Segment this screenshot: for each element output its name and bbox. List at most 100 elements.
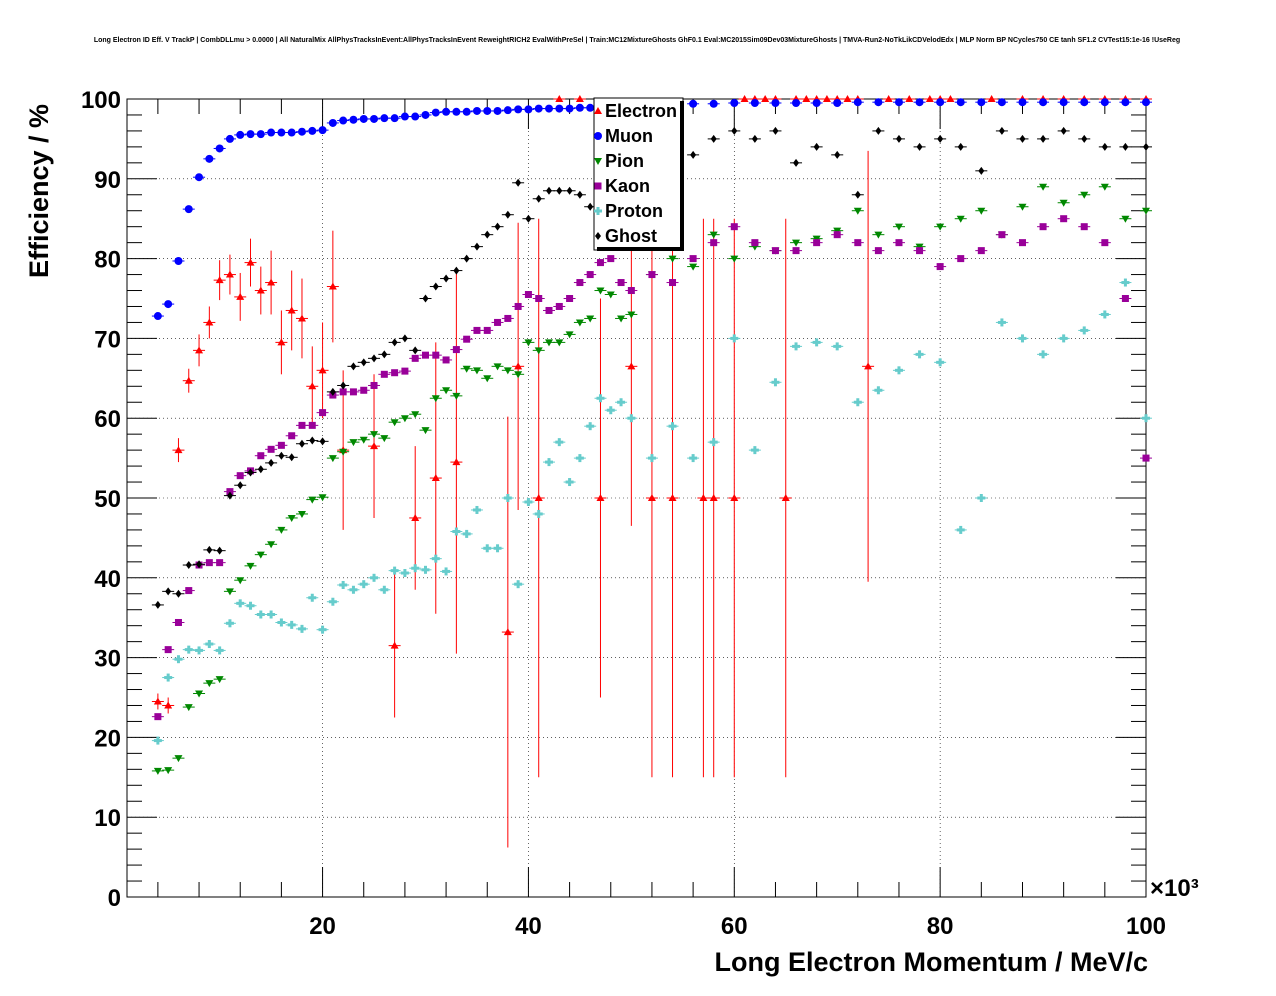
legend-marker-kaon — [594, 182, 602, 190]
data-point — [936, 223, 945, 231]
data-point — [493, 363, 502, 371]
data-point — [411, 513, 420, 521]
data-point — [957, 255, 965, 263]
data-point — [802, 95, 811, 102]
data-point — [596, 259, 604, 267]
data-point — [277, 441, 285, 449]
data-point — [359, 580, 368, 589]
data-point — [421, 427, 430, 435]
data-point — [545, 104, 554, 113]
data-point — [668, 422, 677, 431]
data-point — [411, 354, 419, 362]
data-point — [432, 351, 440, 359]
data-point — [596, 287, 605, 295]
data-point — [534, 494, 543, 501]
data-point — [164, 701, 173, 709]
marker-cross-v — [938, 358, 942, 367]
data-point — [256, 286, 265, 294]
data-point — [1019, 134, 1026, 143]
data-point — [668, 494, 677, 501]
marker-cross-v — [1144, 414, 1148, 423]
data-point — [617, 279, 625, 287]
legend-label-ghost: Ghost — [605, 226, 657, 246]
data-point — [339, 448, 348, 456]
data-point — [596, 394, 605, 403]
data-point — [216, 546, 223, 555]
data-point — [575, 95, 584, 102]
marker-cross-v — [207, 640, 211, 649]
marker-cross-v — [403, 569, 407, 578]
data-point — [328, 455, 337, 463]
data-point — [400, 569, 409, 578]
data-point — [957, 142, 964, 151]
data-point — [452, 392, 461, 400]
data-point — [390, 419, 399, 427]
data-point — [833, 231, 841, 239]
data-point — [175, 589, 182, 598]
axes: 0 10 20 30 40 50 60 70 80 90 100 20 40 60 80 100 — [81, 87, 1166, 940]
data-point — [339, 388, 347, 396]
data-point — [534, 509, 543, 518]
data-point — [555, 95, 564, 102]
marker-cross-v — [310, 593, 314, 602]
data-point — [153, 767, 162, 775]
series-electron — [151, 95, 1152, 848]
data-point — [431, 474, 440, 482]
data-point — [431, 554, 440, 563]
data-point — [504, 314, 512, 322]
legend-marker-pion — [594, 158, 602, 165]
data-point — [236, 599, 245, 608]
data-point — [843, 95, 852, 102]
marker-cross-v — [393, 566, 397, 575]
data-point — [565, 104, 574, 113]
data-point — [710, 239, 718, 247]
legend-marker-proton — [594, 207, 602, 215]
data-point — [555, 339, 564, 347]
data-point — [514, 371, 523, 379]
data-point — [853, 98, 862, 107]
data-point — [751, 239, 759, 247]
data-point — [318, 126, 327, 135]
data-point — [328, 118, 337, 127]
data-point — [617, 398, 626, 407]
data-point — [648, 271, 656, 279]
data-point — [875, 126, 882, 135]
data-point — [936, 263, 944, 271]
data-point — [586, 422, 595, 431]
marker-cross-v — [526, 497, 530, 506]
data-point — [1142, 207, 1150, 215]
data-point — [371, 354, 378, 363]
data-point — [771, 378, 780, 387]
data-point — [442, 356, 450, 364]
data-point — [1080, 98, 1089, 107]
data-point — [462, 365, 471, 373]
data-point — [246, 601, 255, 610]
data-point — [730, 334, 739, 343]
marker-cross-v — [959, 525, 963, 534]
data-point — [215, 646, 224, 655]
data-point — [812, 98, 821, 107]
marker-cross-v — [516, 580, 520, 589]
marker-cross-v — [876, 386, 880, 395]
legend-shadow-bottom — [597, 247, 684, 251]
marker-cross-v — [1082, 326, 1086, 335]
data-point — [1018, 203, 1027, 211]
data-point — [1121, 278, 1130, 287]
data-point — [535, 194, 542, 203]
data-point — [946, 95, 955, 102]
marker-cross-v — [856, 398, 860, 407]
marker-cross-v — [1041, 350, 1045, 359]
data-point — [390, 641, 399, 649]
marker-cross-v — [475, 505, 479, 514]
marker-cross-v — [815, 338, 819, 347]
data-point — [225, 134, 234, 143]
data-point — [390, 566, 399, 575]
data-point — [297, 127, 306, 136]
data-point — [916, 247, 924, 255]
legend: Electron Muon Pion Kaon Proton Ghost — [593, 97, 684, 251]
data-point — [514, 302, 522, 310]
x-tick-label: 100 — [1126, 913, 1166, 940]
data-point — [288, 432, 296, 440]
data-point — [793, 158, 800, 167]
data-point — [586, 103, 595, 112]
